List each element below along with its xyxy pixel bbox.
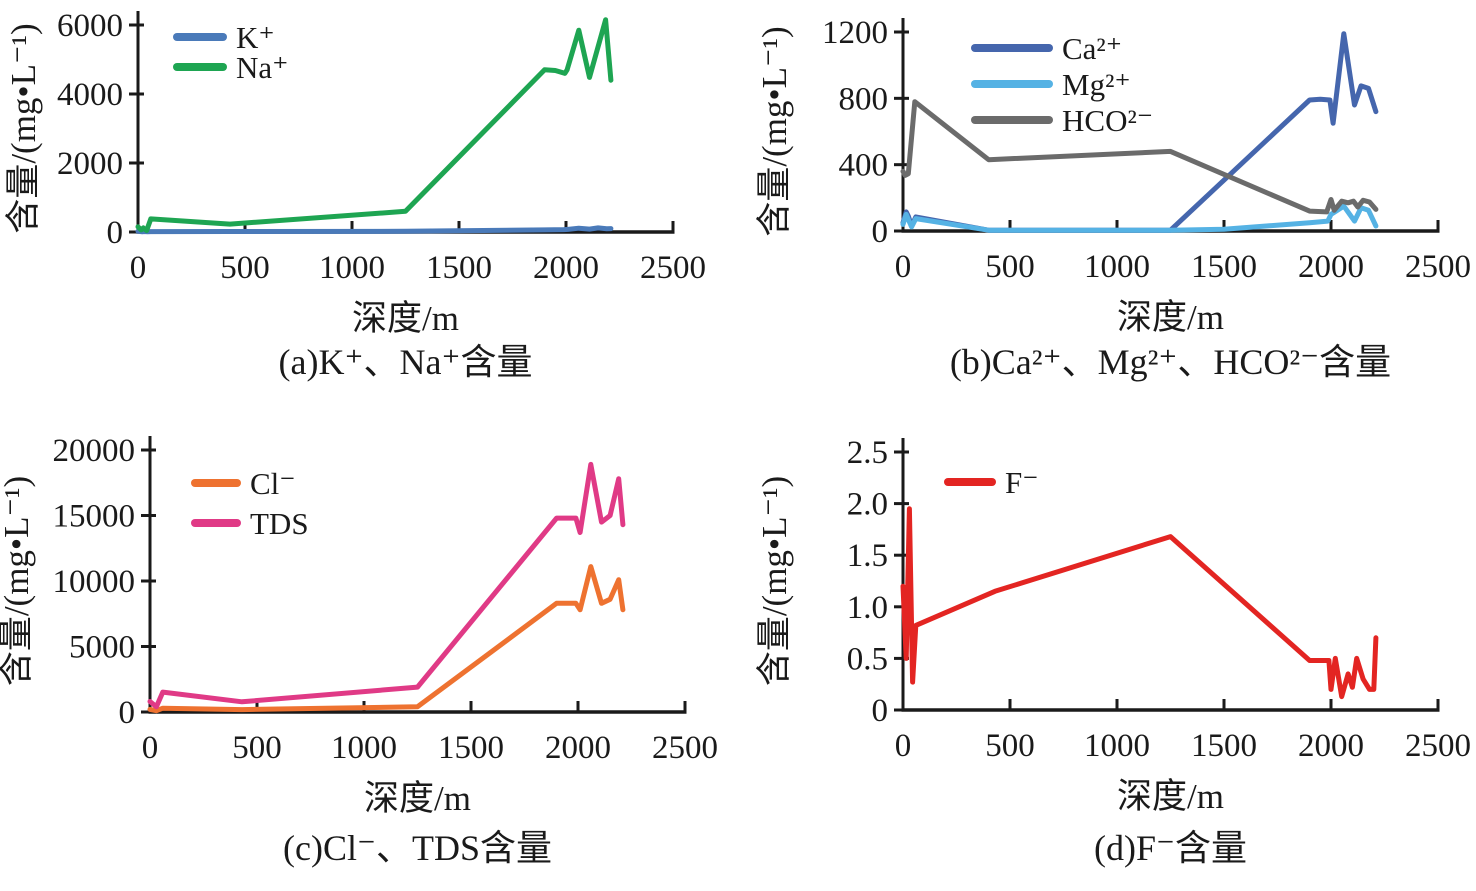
legend-label-TDS: TDS [250, 506, 309, 541]
series-line-Na⁺ [135, 17, 614, 234]
x-tick-label: 500 [232, 730, 282, 766]
x-tick-label: 1500 [426, 250, 492, 286]
y-tick-label: 1.0 [847, 590, 888, 626]
y-tick-label: 20000 [53, 433, 136, 469]
x-tick-label: 2500 [652, 730, 718, 766]
x-tick-label: 2500 [1405, 249, 1471, 285]
x-tick-label: 1000 [319, 250, 385, 286]
series-line-Mg²⁺ [900, 203, 1379, 233]
x-axis-title: 深度/m [1117, 298, 1224, 337]
y-tick-label: 2.5 [847, 435, 888, 471]
panel-c-cl-tds-chart: 0 5000 10000 15000 20000 0 500 1000 1500 2000 2500… [0, 420, 738, 891]
y-tick-label: 4000 [57, 77, 123, 113]
x-tick-label: 2000 [545, 730, 611, 766]
y-axis-title: 含量/(mg•L⁻¹) [755, 476, 794, 686]
series-line-K⁺ [135, 225, 614, 235]
series-line-Cl⁻ [147, 564, 626, 714]
x-tick-label: 0 [130, 250, 147, 286]
legend-label-Mg²⁺: Mg²⁺ [1062, 67, 1131, 102]
y-tick-label: 2.0 [847, 487, 888, 523]
y-tick-label: 0.5 [847, 641, 888, 677]
y-tick-label: 800 [839, 81, 889, 117]
y-tick-label: 15000 [53, 499, 136, 535]
y-tick-label: 10000 [53, 564, 136, 600]
y-tick-label: 0 [872, 693, 889, 729]
y-axis-title: 含量/(mg•L⁻¹) [4, 23, 43, 233]
panel-d-caption: (d)F⁻含量 [1093, 828, 1247, 868]
x-tick-label: 1500 [438, 730, 504, 766]
x-tick-label: 1000 [1084, 249, 1150, 285]
y-tick-label: 5000 [69, 630, 135, 666]
x-tick-label: 0 [895, 728, 912, 764]
chart-a-canvas: 0 2000 4000 6000 0 500 1000 1500 2000 2500 K⁺Na⁺ 深度… [4, 8, 706, 338]
x-tick-label: 2500 [1405, 728, 1471, 764]
chart-c-canvas: 0 5000 10000 15000 20000 0 500 1000 1500 2000 2500… [0, 433, 718, 818]
x-tick-label: 1000 [331, 730, 397, 766]
legend-label-HCO²⁻: HCO²⁻ [1062, 103, 1153, 138]
series-line-F⁻ [900, 506, 1379, 700]
y-axis-title: 含量/(mg•L⁻¹) [0, 476, 36, 686]
panel-b-caption: (b)Ca²⁺、Mg²⁺、HCO²⁻含量 [949, 342, 1392, 382]
x-axis-title: 深度/m [1117, 777, 1224, 816]
legend-label-Ca²⁺: Ca²⁺ [1062, 31, 1122, 66]
panel-b-ca-mg-hco-chart: 0 400 800 1200 0 500 1000 1500 2000 2500 Ca²⁺ Mg²⁺ H… [738, 0, 1476, 420]
y-tick-label: 0 [107, 215, 124, 251]
y-tick-label: 400 [839, 148, 889, 184]
x-tick-label: 500 [220, 250, 270, 286]
x-tick-label: 1500 [1191, 728, 1257, 764]
y-tick-label: 0 [119, 695, 136, 731]
x-tick-label: 2500 [640, 250, 706, 286]
y-tick-label: 2000 [57, 146, 123, 182]
panel-d-f-chart: 0 0.5 1.0 1.5 2.0 2.5 0 500 1000 1500 2000 2500 F⁻ 深度… [738, 420, 1476, 891]
legend-label-F⁻: F⁻ [1005, 465, 1039, 500]
x-tick-label: 0 [895, 249, 912, 285]
legend-label-K⁺: K⁺ [236, 20, 275, 55]
x-tick-label: 0 [142, 730, 159, 766]
x-tick-label: 500 [985, 728, 1035, 764]
y-axis-title: 含量/(mg•L⁻¹) [755, 26, 794, 236]
legend-label-Cl⁻: Cl⁻ [250, 466, 296, 501]
x-tick-label: 1500 [1191, 249, 1257, 285]
x-tick-label: 500 [985, 249, 1035, 285]
x-tick-label: 2000 [533, 250, 599, 286]
x-axis-title: 深度/m [364, 779, 471, 818]
x-axis-title: 深度/m [352, 299, 459, 338]
y-tick-label: 0 [872, 214, 889, 250]
y-tick-label: 6000 [57, 8, 123, 44]
series-line-HCO²⁻ [900, 99, 1379, 215]
panel-a-k-na-chart: 0 2000 4000 6000 0 500 1000 1500 2000 2500 K⁺ Na⁺ 深度… [0, 0, 738, 420]
panel-a-caption: (a)K⁺、Na⁺含量 [278, 342, 533, 382]
x-tick-label: 2000 [1298, 249, 1364, 285]
chart-d-canvas: 0 0.5 1.0 1.5 2.0 2.5 0 500 1000 1500 2000 2500 F⁻ 深度… [755, 435, 1471, 816]
y-tick-label: 1.5 [847, 538, 888, 574]
x-tick-label: 1000 [1084, 728, 1150, 764]
panel-c-caption: (c)Cl⁻、TDS含量 [283, 828, 552, 868]
legend-label-Na⁺: Na⁺ [236, 50, 289, 85]
y-tick-label: 1200 [822, 15, 888, 51]
x-tick-label: 2000 [1298, 728, 1364, 764]
series-line-TDS [147, 461, 626, 710]
chart-b-canvas: 0 400 800 1200 0 500 1000 1500 2000 2500 Ca²⁺Mg²⁺H… [755, 15, 1471, 337]
